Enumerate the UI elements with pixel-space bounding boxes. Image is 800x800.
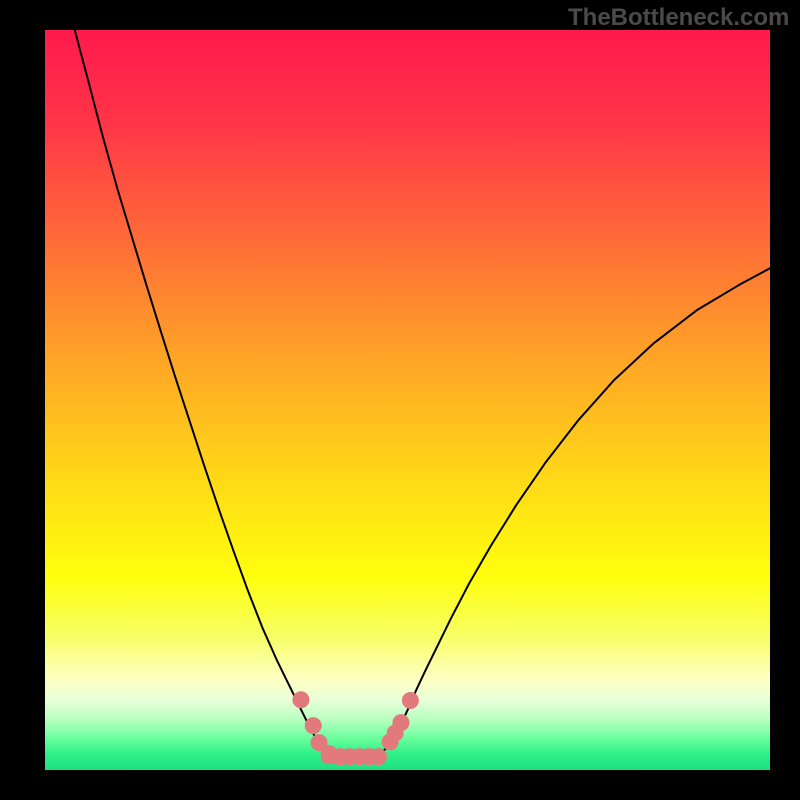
data-marker [371, 749, 387, 765]
data-marker [393, 715, 409, 731]
chart-background [45, 30, 770, 770]
chart-plot-area [45, 30, 770, 770]
image-root: TheBottleneck.com [0, 0, 800, 800]
attribution-watermark: TheBottleneck.com [568, 4, 789, 32]
chart-svg [45, 30, 770, 770]
data-marker [293, 692, 309, 708]
data-marker [402, 692, 418, 708]
data-marker [305, 718, 321, 734]
